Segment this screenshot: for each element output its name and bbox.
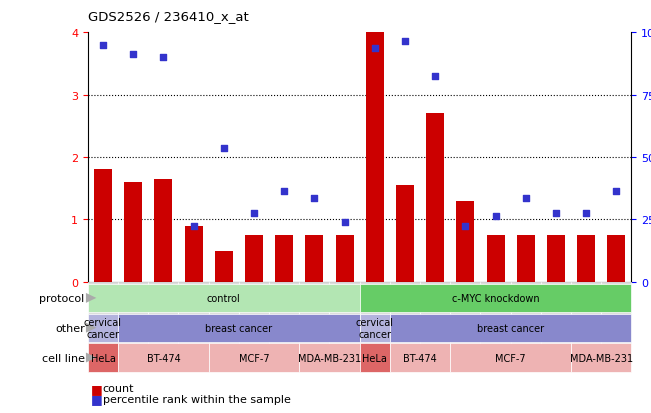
Bar xyxy=(94,170,112,282)
Text: protocol: protocol xyxy=(39,293,85,303)
Text: BT-474: BT-474 xyxy=(403,353,437,363)
Text: breast cancer: breast cancer xyxy=(205,323,272,333)
Text: count: count xyxy=(103,383,134,393)
Point xyxy=(158,55,169,61)
Bar xyxy=(184,226,202,282)
Bar xyxy=(486,235,505,282)
Point xyxy=(460,223,471,229)
Text: breast cancer: breast cancer xyxy=(477,323,544,333)
Bar xyxy=(245,235,263,282)
Point xyxy=(521,195,531,201)
Text: BT-474: BT-474 xyxy=(146,353,180,363)
Bar xyxy=(335,235,353,282)
Bar xyxy=(547,235,565,282)
Text: ■: ■ xyxy=(91,392,103,405)
Bar xyxy=(305,235,324,282)
Point xyxy=(611,188,622,195)
Bar xyxy=(215,251,233,282)
Text: MCF-7: MCF-7 xyxy=(495,353,526,363)
Bar xyxy=(426,114,444,282)
Point xyxy=(581,210,591,217)
Point xyxy=(219,145,229,152)
Text: other: other xyxy=(55,323,85,333)
Point xyxy=(98,42,108,49)
Text: HeLa: HeLa xyxy=(90,353,115,363)
Text: ■: ■ xyxy=(91,382,103,395)
Point xyxy=(400,39,410,46)
Text: cervical
cancer: cervical cancer xyxy=(356,317,394,339)
Text: cell line: cell line xyxy=(42,353,85,363)
Bar xyxy=(366,33,384,282)
Text: MDA-MB-231: MDA-MB-231 xyxy=(298,353,361,363)
Bar xyxy=(577,235,595,282)
Bar xyxy=(124,183,142,282)
Text: percentile rank within the sample: percentile rank within the sample xyxy=(103,394,291,404)
Point xyxy=(309,195,320,201)
Text: c-MYC knockdown: c-MYC knockdown xyxy=(452,293,540,303)
Point xyxy=(188,223,199,229)
Text: HeLa: HeLa xyxy=(363,353,387,363)
Text: MCF-7: MCF-7 xyxy=(239,353,270,363)
Bar xyxy=(517,235,535,282)
Point xyxy=(128,52,139,58)
Bar xyxy=(607,235,626,282)
Point xyxy=(490,214,501,220)
Bar xyxy=(396,185,414,282)
Text: MDA-MB-231: MDA-MB-231 xyxy=(570,353,633,363)
Point xyxy=(279,188,290,195)
Point xyxy=(249,210,259,217)
Text: control: control xyxy=(207,293,241,303)
Bar xyxy=(456,201,475,282)
Point xyxy=(551,210,561,217)
Bar xyxy=(154,179,173,282)
Point xyxy=(339,220,350,226)
Text: GDS2526 / 236410_x_at: GDS2526 / 236410_x_at xyxy=(88,10,249,23)
Text: cervical
cancer: cervical cancer xyxy=(84,317,122,339)
Point xyxy=(430,74,440,80)
Bar xyxy=(275,235,293,282)
Point xyxy=(370,45,380,52)
